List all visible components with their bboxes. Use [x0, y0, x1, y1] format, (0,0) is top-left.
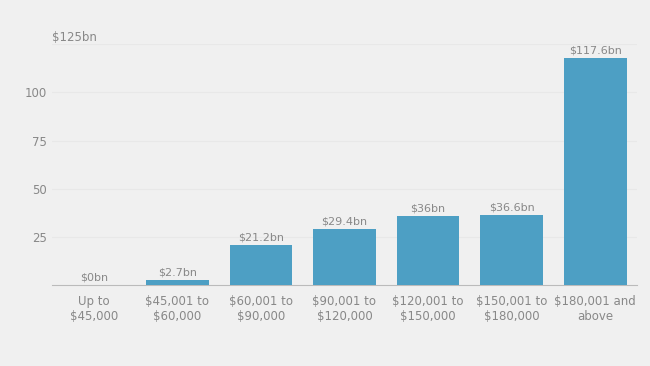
- Bar: [564, 58, 627, 285]
- Text: $36bn: $36bn: [411, 203, 446, 214]
- Text: $29.4bn: $29.4bn: [322, 216, 367, 226]
- Text: $21.2bn: $21.2bn: [238, 232, 284, 242]
- Bar: [313, 229, 376, 285]
- Text: $2.7bn: $2.7bn: [158, 268, 197, 278]
- Bar: [480, 215, 543, 285]
- Text: $0bn: $0bn: [80, 273, 108, 283]
- Text: $36.6bn: $36.6bn: [489, 202, 534, 212]
- Text: $117.6bn: $117.6bn: [569, 46, 621, 56]
- Text: $125bn: $125bn: [52, 31, 97, 44]
- Bar: [146, 280, 209, 285]
- Bar: [396, 216, 460, 285]
- Bar: [229, 244, 292, 285]
